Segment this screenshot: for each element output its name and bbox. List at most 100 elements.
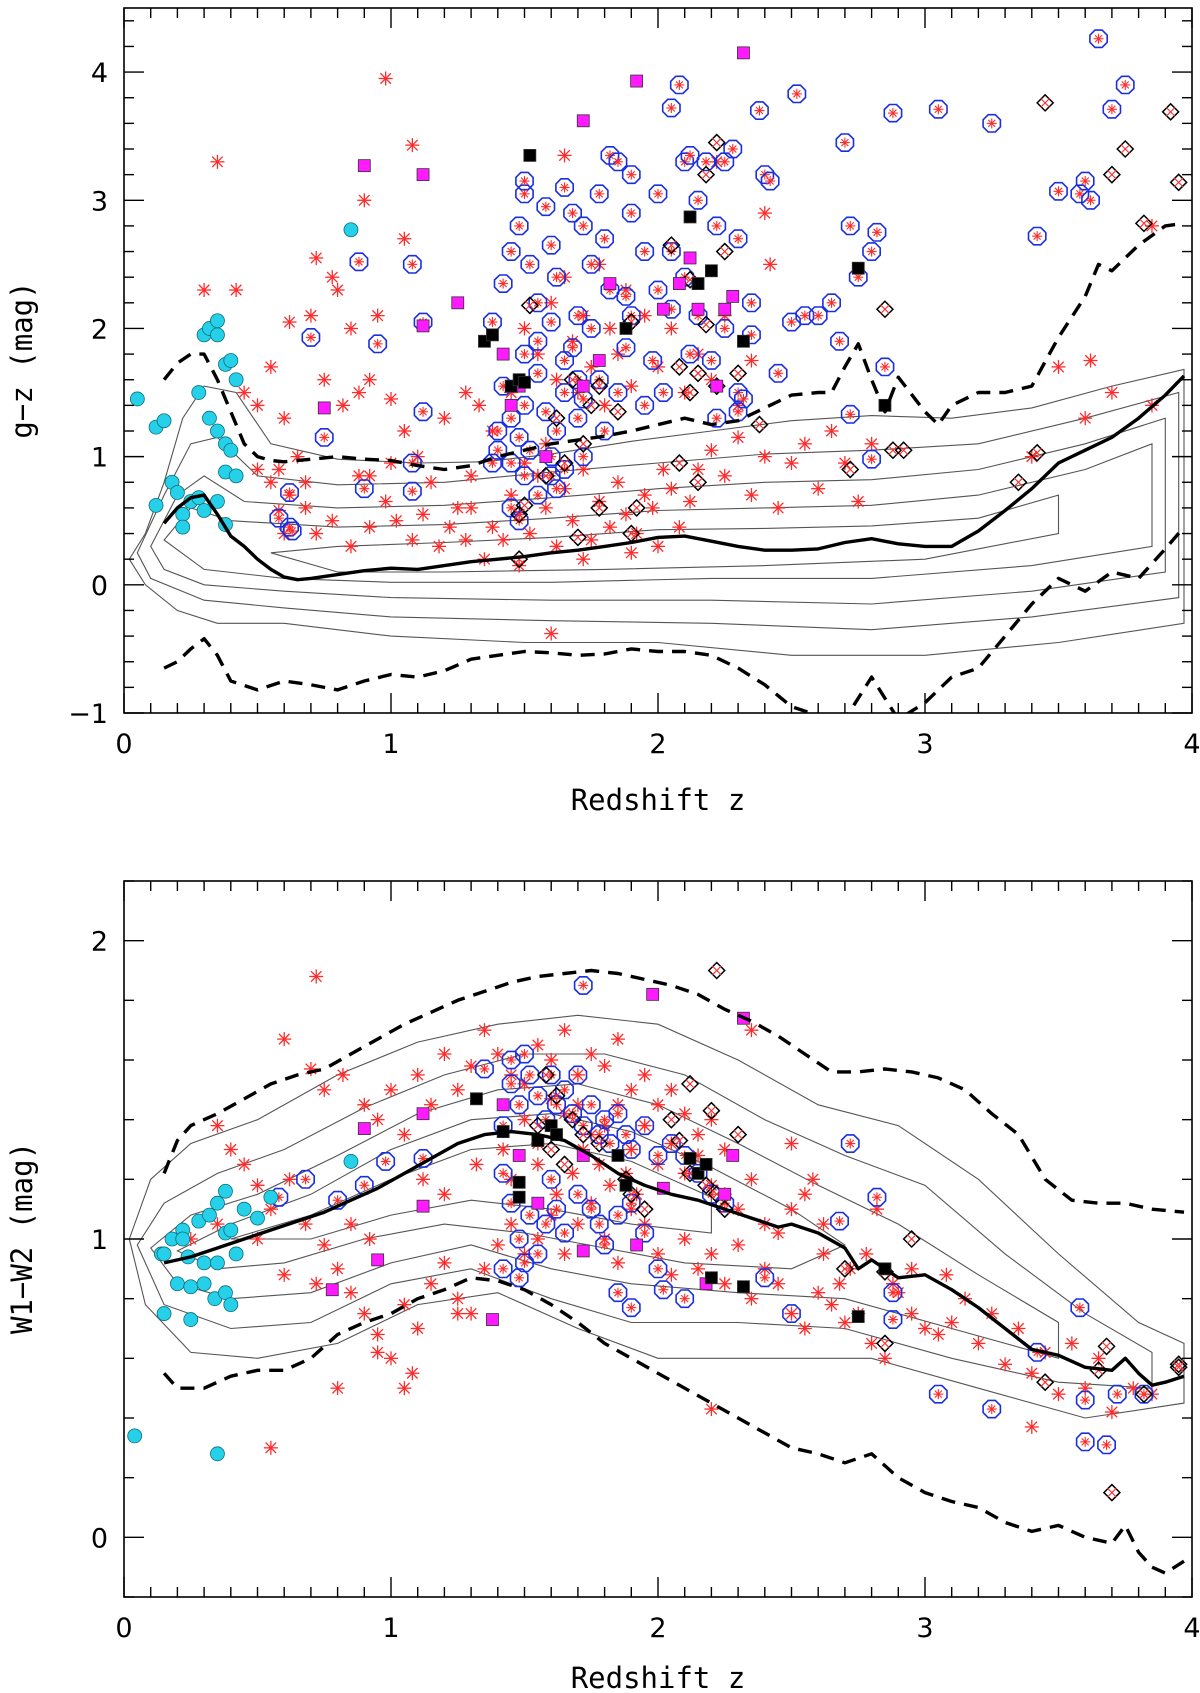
blue-octagon-point xyxy=(563,1104,583,1124)
blue-octagon-point xyxy=(621,306,641,326)
red-asterisk-point xyxy=(1144,218,1159,233)
red-asterisk-point xyxy=(544,1053,559,1067)
y-tick-label: 0 xyxy=(91,571,108,602)
blue-octagon-point xyxy=(520,254,540,274)
cyan-circle-point xyxy=(223,1222,239,1238)
cyan-circle-point xyxy=(210,1255,225,1271)
blue-octagon-point xyxy=(536,402,556,422)
magenta-square-point xyxy=(726,1149,740,1162)
red-asterisk-point xyxy=(298,475,313,490)
diamond-x-point xyxy=(875,300,895,319)
blue-octagon-point xyxy=(621,203,641,223)
density-contour xyxy=(163,442,1153,583)
red-asterisk-point xyxy=(704,1402,719,1417)
blue-octagon-point xyxy=(482,453,502,473)
red-asterisk-point xyxy=(784,456,799,471)
blue-octagon-point xyxy=(883,1283,903,1303)
black-square-point xyxy=(470,1092,483,1106)
magenta-square-point xyxy=(737,46,750,60)
blue-octagon-point xyxy=(1075,171,1095,191)
red-asterisk-point xyxy=(517,321,532,336)
red-asterisk-point xyxy=(309,969,324,984)
magenta-square-point xyxy=(576,1244,590,1258)
diamond-x-point xyxy=(670,357,689,376)
red-asterisk-point xyxy=(405,1366,420,1381)
diamond-x-point xyxy=(536,1065,555,1084)
blue-octagon-point xyxy=(541,1169,561,1189)
blue-octagon-point xyxy=(536,1214,556,1234)
blue-octagon-point xyxy=(616,338,636,358)
blue-octagon-point xyxy=(982,113,1002,133)
red-asterisk-point xyxy=(416,507,431,522)
red-asterisk-point xyxy=(210,1118,225,1133)
blue-octagon-point xyxy=(269,508,289,528)
blue-octagon-point xyxy=(488,421,508,441)
blue-octagon-point xyxy=(928,99,948,119)
blue-octagon-point xyxy=(1081,190,1100,210)
cyan-circle-point xyxy=(236,1201,252,1217)
cyan-circle-point xyxy=(127,1428,143,1444)
red-asterisk-point xyxy=(1024,1419,1039,1434)
red-asterisk-point xyxy=(477,1023,492,1038)
diamond-x-point xyxy=(555,453,574,473)
diamond-x-point xyxy=(729,1125,748,1144)
red-asterisk-point xyxy=(362,1232,377,1246)
y-tick-label: 3 xyxy=(91,186,108,217)
red-asterisk-point xyxy=(757,206,772,221)
diamond-x-point xyxy=(608,402,628,421)
red-asterisk-point xyxy=(610,1032,625,1047)
diamond-x-point xyxy=(696,315,716,334)
x-tick-label: 4 xyxy=(1183,729,1200,760)
blue-octagon-point xyxy=(493,1163,513,1183)
blue-octagon-point xyxy=(509,427,529,447)
magenta-square-point xyxy=(576,379,590,393)
blue-octagon-point xyxy=(413,402,433,422)
diamond-x-point xyxy=(662,236,681,255)
red-asterisk-point xyxy=(282,1172,297,1187)
x-axis-label: Redshift z xyxy=(571,1661,746,1693)
blue-octagon-point xyxy=(733,389,753,409)
diamond-x-point xyxy=(547,409,566,428)
blue-octagon-point xyxy=(608,383,628,403)
blue-octagon-point xyxy=(768,363,788,383)
blue-octagon-point xyxy=(301,327,321,347)
y-tick-label: 4 xyxy=(91,58,108,89)
blue-octagon-point xyxy=(808,306,828,326)
magenta-square-point xyxy=(592,354,606,367)
red-asterisk-point xyxy=(309,526,324,541)
blue-octagon-point xyxy=(715,318,735,338)
blue-octagon-point xyxy=(840,216,860,236)
magenta-square-point xyxy=(683,251,697,265)
blue-octagon-point xyxy=(635,1223,655,1243)
red-asterisk-point xyxy=(325,270,340,285)
blue-octagon-point xyxy=(536,197,556,217)
y-axis-label: g−z (mag) xyxy=(5,281,39,438)
blue-octagon-point xyxy=(701,351,721,370)
density-contour xyxy=(128,368,1185,656)
magenta-square-point xyxy=(630,1238,644,1252)
cyan-circle-point xyxy=(196,1276,212,1292)
magenta-square-point xyxy=(646,987,660,1001)
black-square-point xyxy=(737,334,750,348)
blue-octagon-point xyxy=(528,331,548,351)
diamond-x-point xyxy=(1169,1358,1188,1377)
red-asterisk-point xyxy=(317,372,332,387)
diamond-x-point xyxy=(702,1101,721,1120)
cyan-circle-point xyxy=(223,1297,239,1313)
blue-octagon-point xyxy=(402,254,422,274)
cyan-circle-point xyxy=(175,519,191,535)
magenta-square-point xyxy=(710,379,724,393)
diamond-x-point xyxy=(520,296,539,315)
diamond-x-point xyxy=(1097,1337,1116,1356)
red-asterisk-point xyxy=(797,436,812,451)
red-asterisk-point xyxy=(771,1276,786,1291)
blue-octagon-point xyxy=(563,203,583,223)
red-asterisk-point xyxy=(335,398,350,413)
red-asterisk-point xyxy=(859,1246,874,1261)
magenta-square-point xyxy=(691,302,705,316)
red-asterisk-point xyxy=(717,1276,732,1291)
y-tick-label: 1 xyxy=(91,1225,108,1256)
blue-octagon-point xyxy=(928,1384,948,1404)
blue-octagon-point xyxy=(493,274,513,294)
x-axis-label: Redshift z xyxy=(571,783,746,817)
